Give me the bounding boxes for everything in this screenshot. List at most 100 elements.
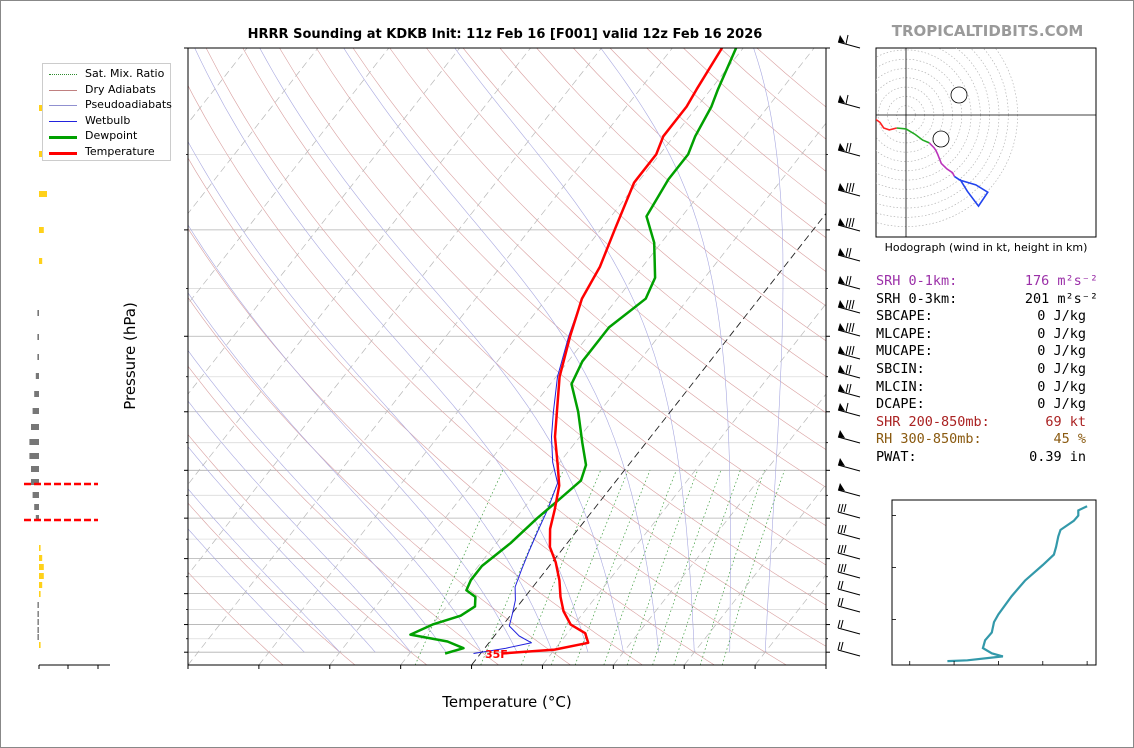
pseudoadiabat-line bbox=[188, 488, 341, 653]
wind-barb bbox=[837, 483, 861, 497]
omega-bar bbox=[37, 611, 39, 617]
wind-barb-staff bbox=[837, 409, 861, 417]
wind-barb-staff bbox=[837, 511, 861, 519]
wind-barb-staff bbox=[837, 224, 861, 232]
omega-bar bbox=[37, 627, 39, 633]
theta-e-plot bbox=[947, 505, 1088, 663]
wind-barb-staff bbox=[837, 282, 861, 290]
omega-bar bbox=[39, 545, 41, 551]
wind-barb-staff bbox=[837, 489, 861, 497]
isotherm-line bbox=[188, 48, 602, 576]
wind-barb-flag bbox=[845, 217, 849, 228]
parameter-value: 69 kt bbox=[1045, 413, 1086, 430]
parameter-value: 201 m²s⁻² bbox=[1024, 290, 1098, 307]
parameter-value: 0 J/kg bbox=[1037, 378, 1086, 395]
parameter-value: 0 J/kg bbox=[1037, 396, 1086, 413]
mixing-ratio-line bbox=[673, 470, 741, 665]
wind-barb-staff bbox=[837, 588, 861, 596]
hodograph-segment bbox=[928, 142, 956, 177]
dry-adiabat-line bbox=[188, 502, 356, 665]
mixing-ratio-line bbox=[414, 470, 504, 665]
wind-barb bbox=[837, 597, 861, 613]
dry-adiabat-line bbox=[499, 48, 826, 342]
parameter-label: SRH 0-1km: bbox=[876, 273, 958, 289]
wind-barb-pennant bbox=[838, 384, 845, 392]
parameter-row: SRH 0-3km: 201 m²s⁻² bbox=[876, 291, 1106, 309]
omega-bar bbox=[37, 619, 39, 625]
parameter-label: SBCIN: bbox=[876, 360, 925, 377]
wind-barb-staff bbox=[837, 149, 861, 157]
wind-barb-flag bbox=[848, 247, 852, 258]
wind-barb-flag bbox=[837, 619, 841, 629]
legend-swatch bbox=[49, 151, 77, 155]
wind-barb-flag bbox=[848, 364, 852, 375]
parameter-value: 0.39 in bbox=[1029, 448, 1086, 465]
omega-bar bbox=[39, 227, 44, 233]
wind-barb bbox=[837, 458, 861, 472]
omega-bar bbox=[29, 453, 39, 459]
pseudoadiabat-line bbox=[454, 48, 695, 653]
parameter-value: 0 J/kg bbox=[1037, 308, 1086, 325]
parameter-label: MLCIN: bbox=[876, 378, 925, 395]
isotherm-line bbox=[400, 122, 826, 665]
mixing-ratio-line bbox=[699, 470, 765, 665]
wind-barb bbox=[837, 275, 861, 290]
wind-barb bbox=[837, 580, 861, 596]
dry-adiabat-line bbox=[188, 571, 284, 665]
hodograph-frame bbox=[875, 47, 1097, 238]
legend-label: Temperature bbox=[85, 144, 155, 158]
hodograph-segment bbox=[953, 175, 989, 208]
wind-barb-flag bbox=[845, 364, 849, 375]
wind-barb bbox=[837, 383, 861, 398]
omega-bar bbox=[32, 408, 39, 414]
wind-barb-staff bbox=[837, 552, 861, 560]
isotherm-line bbox=[188, 48, 319, 215]
pseudoadiabat-line bbox=[188, 350, 447, 653]
wind-barb-pennant bbox=[838, 95, 845, 103]
legend-label: Dewpoint bbox=[85, 129, 138, 142]
dry-adiabat-line bbox=[426, 48, 826, 414]
parameter-label: SBCAPE: bbox=[876, 308, 933, 325]
legend-swatch bbox=[49, 74, 77, 75]
dry-adiabat-line bbox=[352, 48, 826, 488]
dry-adiabat-line bbox=[536, 48, 826, 307]
wind-barb-staff bbox=[837, 390, 861, 398]
wind-barb-staff bbox=[837, 627, 861, 635]
wind-barb-flag bbox=[840, 619, 844, 629]
pseudoadiabat-line bbox=[259, 48, 624, 653]
wind-barb bbox=[837, 402, 861, 417]
wind-barb bbox=[837, 345, 861, 360]
wind-barb bbox=[837, 619, 861, 635]
isotherm-line bbox=[188, 48, 390, 305]
wind-barb bbox=[837, 563, 861, 579]
wind-barb-flag bbox=[851, 299, 855, 310]
dry-adiabat-line bbox=[188, 434, 428, 665]
plot-frame bbox=[187, 47, 827, 666]
dry-adiabat-line bbox=[205, 48, 826, 647]
theta-e-line bbox=[947, 505, 1088, 663]
omega-bar bbox=[39, 642, 41, 648]
dry-adiabat-line bbox=[188, 297, 571, 665]
wind-barb-flag bbox=[840, 563, 844, 573]
dry-adiabat-line bbox=[188, 227, 643, 665]
wind-barb-pennant bbox=[838, 365, 845, 373]
pseudoadiabat-line bbox=[188, 446, 376, 653]
wind-barb-pennant bbox=[838, 218, 845, 226]
wind-barb-flag bbox=[840, 580, 844, 590]
isotherm-lines bbox=[188, 48, 826, 665]
wind-barb-flag bbox=[837, 503, 841, 513]
theta-e-panel bbox=[891, 499, 1097, 666]
pseudoadiabat-line bbox=[194, 48, 589, 653]
hodograph-segment bbox=[876, 118, 897, 131]
pseudoadiabat-line bbox=[753, 48, 784, 653]
omega-bar bbox=[39, 582, 43, 588]
wind-barb-staff bbox=[837, 101, 861, 109]
omega-bar bbox=[39, 105, 43, 111]
parameter-value: 0 J/kg bbox=[1037, 360, 1086, 377]
wind-barb-staff bbox=[837, 371, 861, 379]
wind-barb-pennant bbox=[838, 35, 845, 43]
wind-barb-pennant bbox=[838, 483, 845, 491]
wind-barb-flag bbox=[837, 524, 841, 534]
omega-bar bbox=[37, 354, 39, 360]
theta-e-frame bbox=[891, 499, 1097, 666]
